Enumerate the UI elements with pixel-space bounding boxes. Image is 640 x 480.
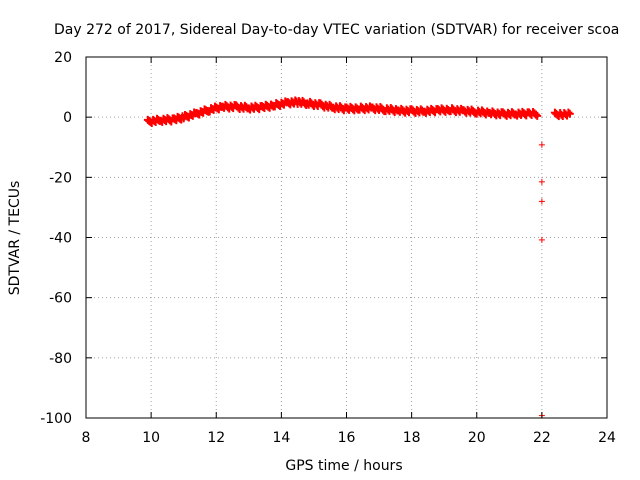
y-tick-label: -40 — [49, 231, 72, 247]
y-tick-label: -100 — [40, 411, 72, 427]
data-point — [538, 178, 545, 185]
data-point — [538, 198, 545, 205]
x-tick-label: 12 — [207, 430, 225, 446]
y-tick-label: -80 — [49, 351, 72, 367]
data-point — [531, 110, 540, 119]
x-tick-label: 14 — [272, 430, 290, 446]
y-axis-label: SDTVAR / TECUs — [7, 181, 23, 296]
y-tick-label: -60 — [49, 291, 72, 307]
y-tick-label: -20 — [49, 170, 72, 186]
axis-ticks — [85, 56, 608, 419]
y-tick-label: 0 — [63, 110, 72, 126]
data-points — [143, 96, 574, 419]
y-tick-label: 20 — [54, 50, 72, 66]
x-tick-label: 24 — [598, 430, 616, 446]
x-axis-label: GPS time / hours — [285, 458, 402, 474]
chart-title: Day 272 of 2017, Sidereal Day-to-day VTE… — [54, 22, 619, 38]
data-point — [538, 236, 545, 243]
x-tick-label: 10 — [142, 430, 160, 446]
x-tick-label: 20 — [468, 430, 486, 446]
tick-labels: 8 10 12 14 16 18 20 22 24 20 0 -20 -40 -60 -80 -100 — [40, 50, 616, 446]
data-point — [565, 109, 574, 118]
x-tick-label: 18 — [403, 430, 421, 446]
x-tick-label: 22 — [533, 430, 551, 446]
x-tick-label: 8 — [82, 430, 91, 446]
data-point — [533, 111, 542, 120]
x-tick-label: 16 — [338, 430, 356, 446]
data-point — [538, 141, 545, 148]
data-point — [564, 108, 573, 117]
